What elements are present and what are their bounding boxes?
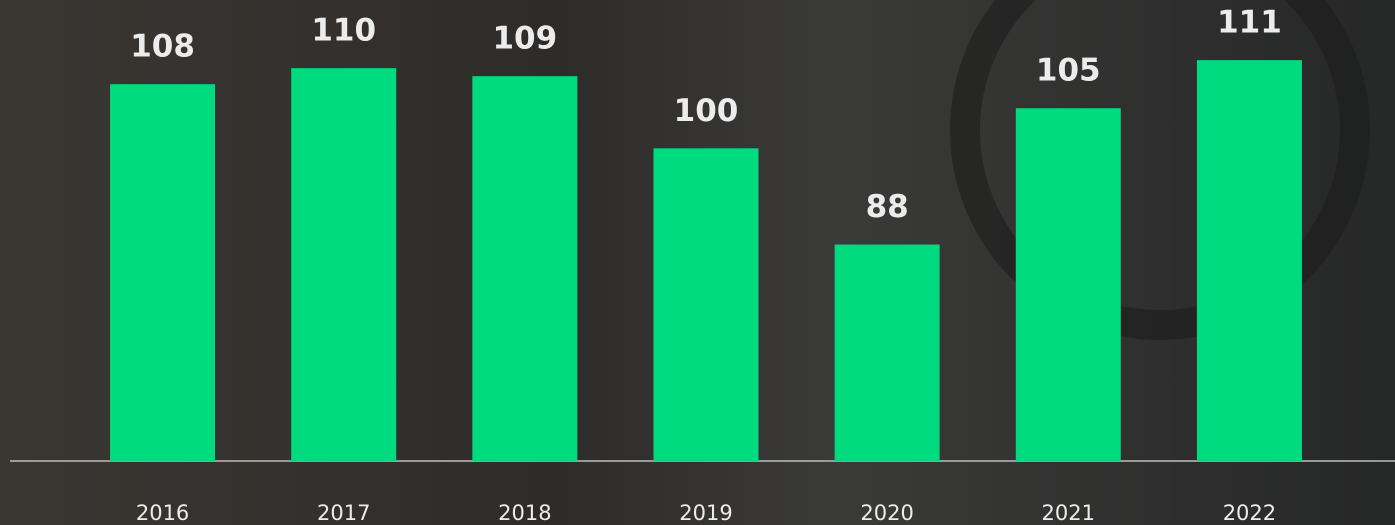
background-wheel xyxy=(950,0,1370,340)
bar xyxy=(1015,108,1121,462)
value-label: 100 xyxy=(674,93,739,129)
x-tick-label: 2020 xyxy=(860,501,913,525)
value-label: 111 xyxy=(1217,5,1282,41)
x-tick-label: 2022 xyxy=(1223,501,1276,525)
bar xyxy=(472,76,578,461)
value-label: 88 xyxy=(866,189,909,225)
x-tick-label: 2016 xyxy=(136,501,189,525)
value-label: 105 xyxy=(1036,53,1101,89)
value-label: 109 xyxy=(492,21,557,57)
value-label: 108 xyxy=(130,29,195,65)
bar xyxy=(834,244,940,461)
bar xyxy=(653,148,759,462)
bar xyxy=(110,84,216,461)
bar xyxy=(1196,60,1302,462)
value-label: 110 xyxy=(311,13,376,49)
bar xyxy=(291,68,397,461)
x-tick-label: 2021 xyxy=(1042,501,1095,525)
x-tick-label: 2019 xyxy=(679,501,732,525)
x-tick-label: 2018 xyxy=(498,501,551,525)
x-tick-label: 2017 xyxy=(317,501,370,525)
